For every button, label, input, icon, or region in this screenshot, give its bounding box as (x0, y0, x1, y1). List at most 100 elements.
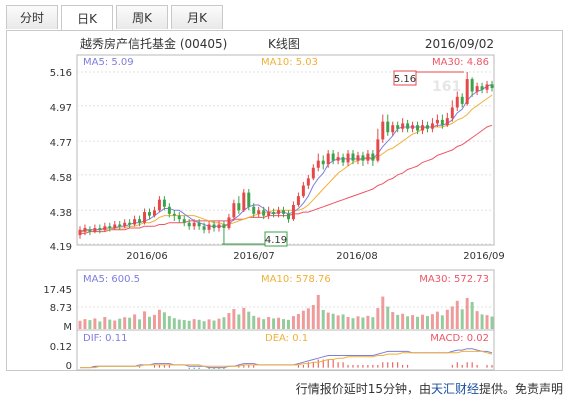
ma30-path (80, 124, 493, 234)
volume-bar (252, 315, 256, 329)
x-tick-label: 2016/07 (233, 251, 275, 262)
volume-bar (341, 314, 345, 329)
volume-bar (336, 315, 340, 329)
candle-body (207, 224, 211, 230)
tab-daily-k[interactable]: 日K (61, 5, 113, 31)
candle-body (262, 210, 266, 216)
y-tick-label: 4.38 (50, 208, 72, 219)
candle-body (252, 206, 256, 214)
low-marker-label: 4.19 (265, 235, 287, 246)
stock-chart: 越秀房产信托基金 (00405) K线图 2016/09/02 161 MA5:… (43, 36, 504, 372)
candle-body (128, 222, 132, 225)
tab-weekly-k[interactable]: 周K (116, 5, 168, 29)
candle-body (376, 139, 380, 161)
vol-y-tick: 17.45 (43, 285, 72, 296)
candle-body (296, 196, 300, 205)
candle-body (435, 119, 439, 124)
candle-body (445, 118, 449, 126)
candle-body (286, 213, 290, 220)
volume-bar (376, 308, 380, 329)
volume-bar (455, 300, 459, 329)
y-tick-label: 4.58 (50, 173, 72, 184)
volume-bar (450, 306, 454, 329)
candle-body (267, 212, 271, 216)
candle-body (177, 215, 181, 220)
volume-bar (277, 317, 281, 329)
volume-bar (212, 320, 216, 329)
y-tick-label: 4.77 (50, 138, 72, 149)
y-tick-label: 4.97 (50, 103, 72, 114)
volume-bar (296, 313, 300, 329)
chart-subtitle: K线图 (268, 37, 300, 51)
volume-bar (371, 317, 375, 329)
volume-bar (138, 319, 142, 329)
ma5-path (79, 83, 493, 233)
volume-bar (386, 306, 390, 329)
disclaimer-link[interactable]: 提供。免责声明 (478, 382, 563, 396)
volume-bar (247, 311, 251, 329)
legend-vol-ma10: MA10: 578.76 (261, 274, 331, 285)
volume-bar (470, 301, 474, 329)
candle-body (157, 199, 161, 211)
legend-ma10: MA10: 5.03 (261, 57, 318, 68)
volume-bar (148, 316, 151, 329)
ma10-line (80, 94, 493, 233)
volume-bar (257, 317, 261, 329)
candle-body (301, 185, 305, 197)
candle-body (202, 226, 206, 230)
volume-bar (167, 316, 171, 329)
legend-macd: MACD: 0.02 (430, 333, 489, 344)
low-marker-box (264, 231, 288, 247)
candle-body (485, 84, 489, 90)
candle-body (366, 153, 370, 161)
candle-body (396, 125, 400, 129)
chart-date: 2016/09/02 (425, 37, 494, 51)
volume-bar (172, 318, 176, 329)
volume-bar (217, 318, 221, 329)
tab-intraday[interactable]: 分时 (6, 5, 58, 29)
volume-bar (152, 314, 156, 329)
volume-bar (396, 314, 400, 329)
volume-bar (331, 313, 335, 329)
macd-y-tick: 0 (66, 361, 72, 372)
y-tick-label: 5.16 (50, 68, 72, 79)
legend-vol-ma30: MA30: 572.73 (419, 274, 489, 285)
x-tick-label: 2016/08 (336, 251, 378, 262)
volume-bar (356, 316, 360, 329)
volume-bar (237, 314, 241, 329)
candle-body (148, 212, 151, 216)
candle-body (103, 226, 107, 230)
volume-bar (311, 305, 315, 329)
volume-bar (272, 318, 276, 329)
candle-body (152, 210, 156, 216)
volume-bar (118, 318, 122, 329)
candle-body (455, 96, 459, 108)
candle-body (237, 203, 241, 211)
volume-bar (207, 319, 211, 329)
volume-bar (262, 319, 266, 329)
volume-bar (192, 319, 196, 329)
candle-body (172, 213, 176, 216)
candle-body (351, 153, 355, 161)
candle-body (316, 160, 320, 168)
volume-bar (286, 319, 290, 329)
vol-y-tick: M (63, 322, 72, 333)
volume-bar (411, 315, 415, 329)
candle-body (425, 125, 429, 129)
candle-body (247, 192, 251, 207)
volume-bar (485, 315, 489, 329)
volume-bar (202, 321, 206, 329)
volume-bar (182, 320, 186, 329)
legend-ma5: MA5: 5.09 (83, 57, 134, 68)
candle-body (381, 121, 385, 140)
candle-body (212, 224, 216, 229)
tab-monthly-k[interactable]: 月K (171, 5, 223, 29)
candle-body (282, 210, 286, 214)
volume-bar (445, 309, 449, 329)
candle-body (277, 210, 281, 214)
data-source-link[interactable]: 天汇财经 (430, 382, 479, 396)
volume-bar (306, 308, 310, 329)
volume-bar (346, 317, 350, 329)
volume-bar (435, 311, 439, 329)
volume-bar (351, 318, 355, 329)
